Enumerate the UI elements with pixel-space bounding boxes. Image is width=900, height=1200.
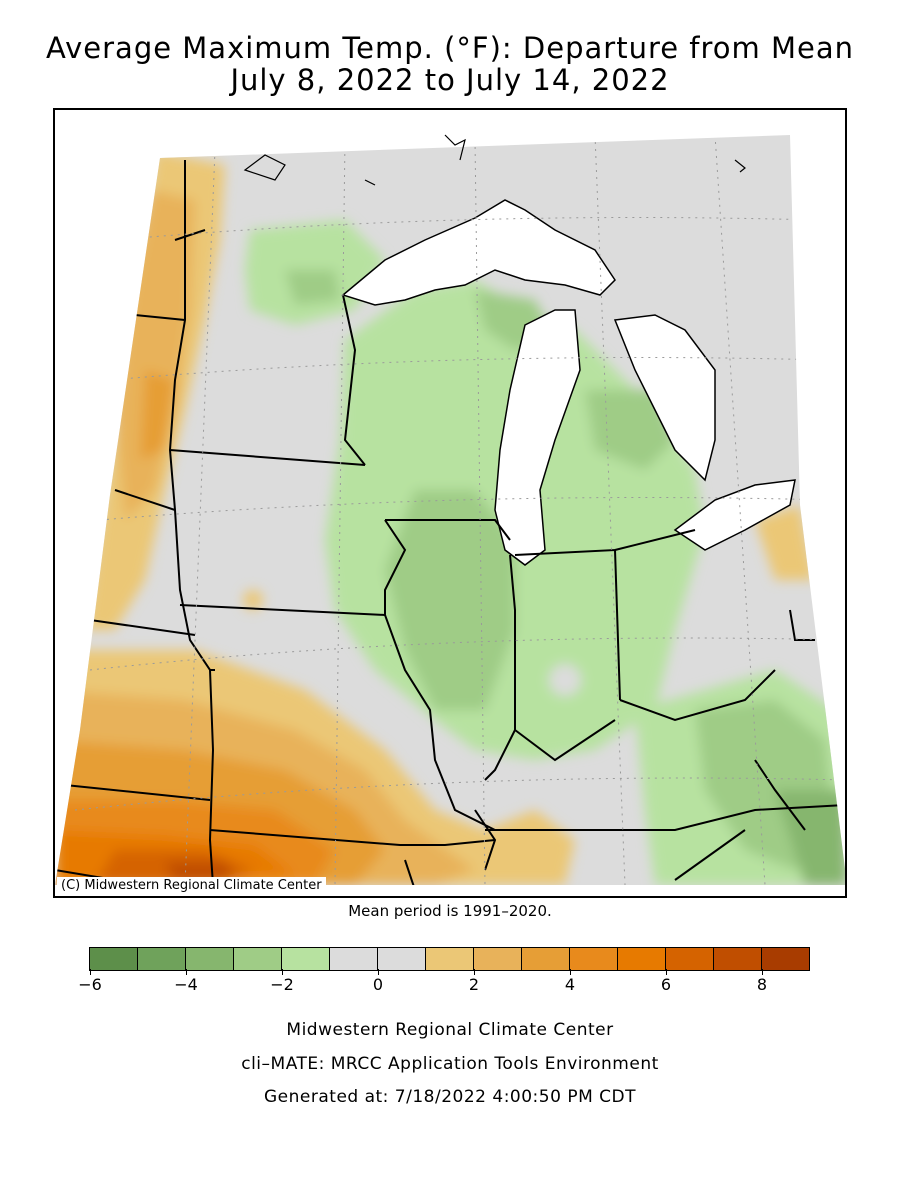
map-title: Average Maximum Temp. (°F): Departure fr… (45, 31, 855, 65)
lake-michigan (494, 309, 581, 566)
lake-huron (613, 314, 716, 482)
legend-swatch (474, 948, 522, 970)
legend-swatch (714, 948, 762, 970)
legend-swatch (378, 948, 426, 970)
legend-swatch (186, 948, 234, 970)
temperature-departure-map: (C) Midwestern Regional Climate Center (53, 108, 847, 898)
legend-swatch (234, 948, 282, 970)
legend-swatch (282, 948, 330, 970)
legend-tick (90, 969, 91, 975)
great-lakes (341, 199, 796, 566)
state-boundaries (55, 160, 845, 885)
legend-tick-label: −2 (270, 975, 294, 994)
legend-tick-label: −4 (174, 975, 198, 994)
legend-swatch (666, 948, 714, 970)
legend-swatch (90, 948, 138, 970)
legend-tick (282, 969, 283, 975)
footer-tool: cli–MATE: MRCC Application Tools Environ… (241, 1054, 659, 1074)
legend-swatch (330, 948, 378, 970)
legend-tick-label: −6 (78, 975, 102, 994)
legend-tick-label: 0 (372, 975, 384, 994)
mean-period-note: Mean period is 1991–2020. (348, 902, 552, 920)
legend-tick (570, 969, 571, 975)
color-legend (89, 947, 810, 971)
legend-ticks: −6 −4 −2 0 2 4 6 8 (0, 969, 900, 999)
legend-swatch (570, 948, 618, 970)
legend-tick (378, 969, 379, 975)
lake-superior (341, 199, 616, 306)
legend-swatch (426, 948, 474, 970)
legend-tick-label: 8 (756, 975, 768, 994)
legend-tick (762, 969, 763, 975)
lake-erie (673, 479, 796, 551)
legend-swatch (762, 948, 809, 970)
map-date-range: July 8, 2022 to July 14, 2022 (230, 63, 670, 97)
departure-shading (55, 135, 845, 885)
legend-tick (474, 969, 475, 975)
lat-lon-grid (74, 135, 845, 885)
map-canvas (55, 134, 845, 885)
legend-tick-label: 2 (468, 975, 480, 994)
legend-tick-label: 6 (660, 975, 672, 994)
canada-islands (243, 134, 746, 186)
legend-swatch (618, 948, 666, 970)
legend-tick-label: 4 (564, 975, 576, 994)
copyright-label: (C) Midwestern Regional Climate Center (57, 877, 326, 894)
footer-generated: Generated at: 7/18/2022 4:00:50 PM CDT (264, 1087, 636, 1107)
footer-org: Midwestern Regional Climate Center (286, 1020, 614, 1040)
legend-tick (186, 969, 187, 975)
legend-swatch (522, 948, 570, 970)
boundary-mn-dakotas (168, 160, 215, 885)
legend-tick (666, 969, 667, 975)
legend-swatch (138, 948, 186, 970)
